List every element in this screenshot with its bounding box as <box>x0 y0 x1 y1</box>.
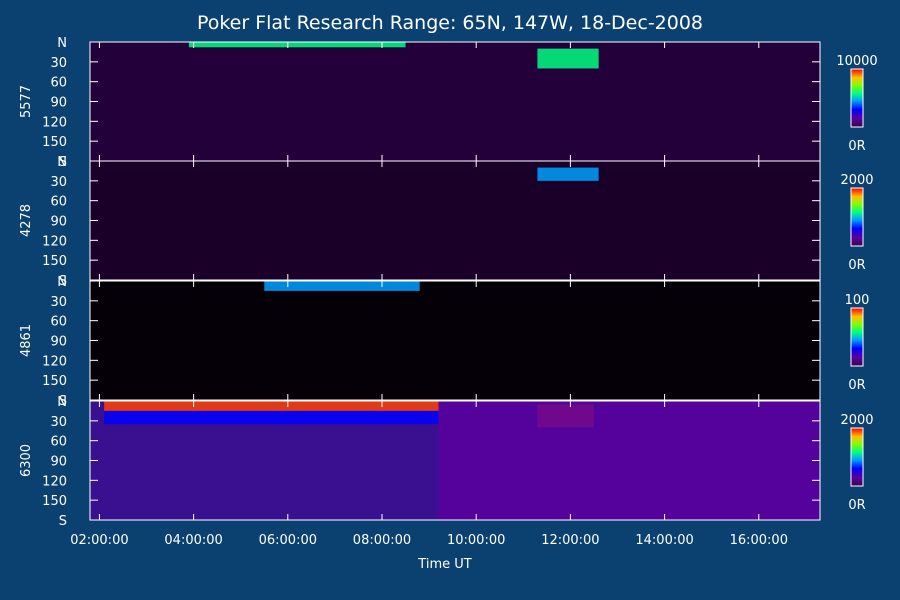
x-tick-label: 04:00:00 <box>164 533 222 548</box>
colorbar-max-label: 10000 <box>836 54 877 69</box>
emission-region <box>537 167 599 181</box>
y-tick-label: 90 <box>50 455 67 470</box>
x-axis: 02:00:00 04:00:00 06:00:00 08:00:00 10:00:00… <box>70 42 788 548</box>
y-tick-label: 60 <box>50 315 67 330</box>
x-tick-label: 06:00:00 <box>259 533 317 548</box>
y-tick-label: 60 <box>50 195 67 210</box>
colorbar-max-label: 100 <box>845 293 870 308</box>
colorbar-frame <box>850 68 864 128</box>
y-tick-label: 90 <box>50 215 67 230</box>
emission-region <box>188 42 406 48</box>
y-tick-label: 150 <box>42 494 67 509</box>
y-tick-label: N <box>57 155 67 170</box>
x-tick-label: 10:00:00 <box>447 533 505 548</box>
x-tick-label: 02:00:00 <box>70 533 128 548</box>
y-tick-label: S <box>59 155 67 170</box>
panel-wavelength-label: 5577 <box>19 85 34 118</box>
x-tick-label: 14:00:00 <box>635 533 693 548</box>
y-tick-label: 150 <box>42 135 67 150</box>
y-tick-label: 120 <box>42 354 67 369</box>
emission-region <box>104 401 439 411</box>
chart-title: Poker Flat Research Range: 65N, 147W, 18… <box>197 12 703 34</box>
y-tick-label: N <box>57 275 67 290</box>
panel-4861: N 30 60 90 120 150 S 4861 100 0R <box>19 275 869 409</box>
y-tick-label: 120 <box>42 474 67 489</box>
y-tick-label: N <box>57 36 67 51</box>
y-tick-label: 60 <box>50 76 67 91</box>
panel-4278: N 30 60 90 120 150 S 4278 2000 0R <box>19 155 874 289</box>
colorbar-frame <box>850 187 864 247</box>
y-tick-label: 90 <box>50 335 67 350</box>
y-tick-label: 150 <box>42 374 67 389</box>
colorbar-max-label: 2000 <box>840 413 873 428</box>
colorbar-min-label: 0R <box>848 258 865 273</box>
colorbar-max-label: 2000 <box>840 173 873 188</box>
y-tick-label: 30 <box>50 175 67 190</box>
y-tick-label: 120 <box>42 234 67 249</box>
colorbar-frame <box>850 427 864 487</box>
emission-region <box>438 401 820 520</box>
y-tick-label: 150 <box>42 254 67 269</box>
panel-background <box>90 42 820 161</box>
panel-background <box>90 161 820 280</box>
y-tick-label: 120 <box>42 115 67 130</box>
colorbar <box>851 69 863 127</box>
colorbar <box>851 428 863 486</box>
x-tick-label: 12:00:00 <box>541 533 599 548</box>
colorbar-min-label: 0R <box>848 139 865 154</box>
panel-layer: N 30 60 90 120 150 S 5577 10000 0R N 30 60 90 120 150 S 4… <box>19 36 878 529</box>
y-tick-label: N <box>57 395 67 410</box>
emission-region <box>264 281 420 291</box>
y-tick-label: 30 <box>50 56 67 71</box>
y-tick-label: S <box>59 394 67 409</box>
emission-region <box>537 48 599 69</box>
panel-background <box>90 281 820 400</box>
y-tick-label: 30 <box>50 415 67 430</box>
x-axis-label: Time UT <box>417 557 471 572</box>
x-tick-label: 08:00:00 <box>353 533 411 548</box>
colorbar <box>851 308 863 366</box>
y-tick-label: 90 <box>50 96 67 111</box>
colorbar-frame <box>850 307 864 367</box>
panel-6300: N 30 60 90 120 150 S 6300 2000 0R <box>19 395 874 529</box>
y-tick-label: S <box>59 274 67 289</box>
panel-5577: N 30 60 90 120 150 S 5577 10000 0R <box>19 36 878 170</box>
emission-region <box>104 410 439 425</box>
colorbar-min-label: 0R <box>848 378 865 393</box>
colorbar-min-label: 0R <box>848 498 865 513</box>
x-tick-label: 16:00:00 <box>730 533 788 548</box>
panel-wavelength-label: 4278 <box>19 204 34 237</box>
y-tick-label: S <box>59 514 67 529</box>
y-tick-label: 30 <box>50 295 67 310</box>
panel-wavelength-label: 6300 <box>19 444 34 477</box>
colorbar <box>851 188 863 246</box>
panel-wavelength-label: 4861 <box>19 324 34 357</box>
y-tick-label: 60 <box>50 435 67 450</box>
